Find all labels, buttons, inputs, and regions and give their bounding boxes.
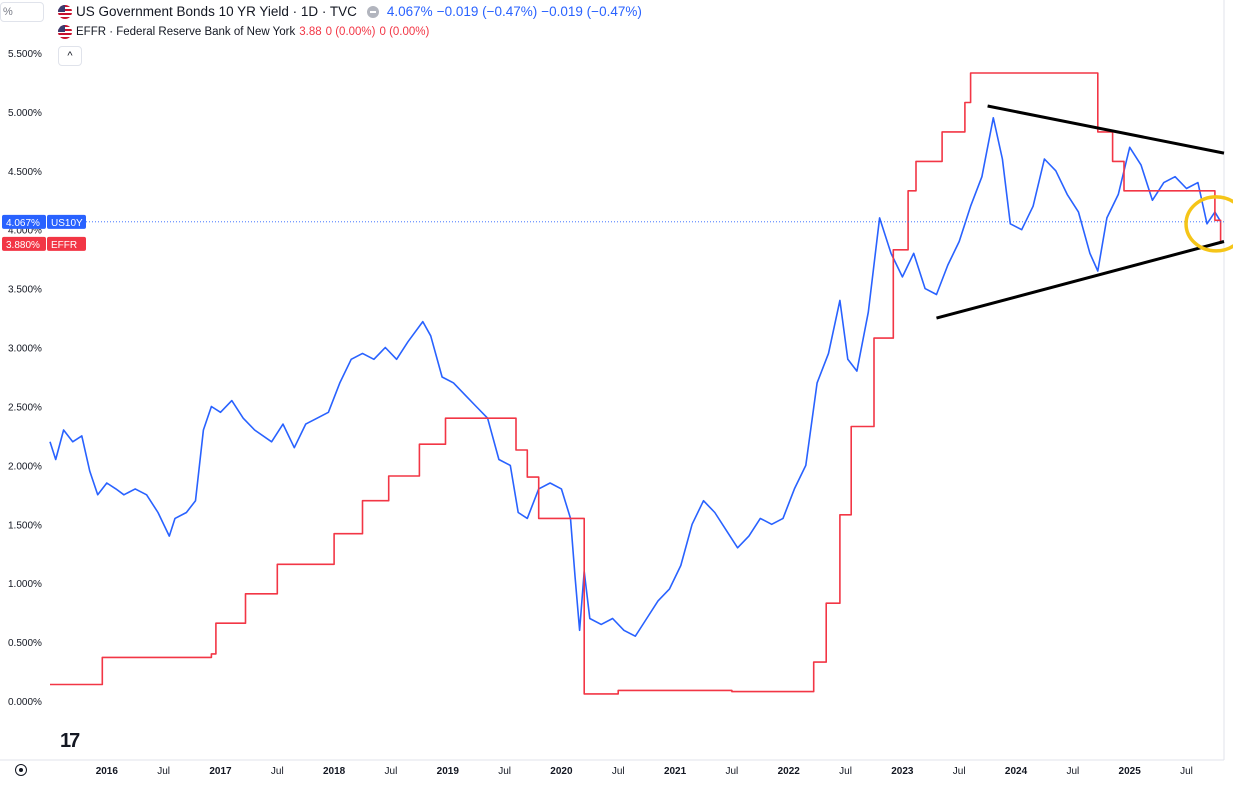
y-tick-label: 3.000% [8, 344, 42, 355]
upper-trendline[interactable] [987, 104, 1225, 155]
legend-us10y-title: US Government Bonds 10 YR Yield · 1D · T… [76, 4, 357, 19]
last-value-label: 3.880% [6, 240, 40, 251]
y-tick-label: 2.500% [8, 402, 42, 413]
y-tick-label: 1.500% [8, 520, 42, 531]
x-tick-label: Jul [612, 766, 625, 777]
price-axis[interactable]: 5.500% 5.000% 4.500% 4.000% 3.500% 3.000% 2.50… [8, 49, 42, 708]
y-tick-label: 5.500% [8, 49, 42, 60]
tradingview-logo[interactable]: 17 [60, 730, 80, 752]
series-layer [49, 72, 1224, 695]
collapse-legend-button[interactable]: ^ [58, 46, 82, 66]
time-axis[interactable]: 2016 Jul 2017 Jul 2018 Jul 2019 Jul 2020 Jul 2021 J… [96, 766, 1193, 777]
y-tick-label: 0.000% [8, 697, 42, 708]
x-tick-label: Jul [839, 766, 852, 777]
legend-effr-value: 3.88 [299, 26, 322, 38]
legend-row-us10y[interactable]: US Government Bonds 10 YR Yield · 1D · T… [58, 4, 642, 19]
y-tick-label: 4.000% [8, 226, 42, 237]
lower-trendline[interactable] [936, 240, 1225, 320]
x-tick-label: 2023 [891, 766, 914, 777]
series-name-label: EFFR [51, 240, 77, 251]
y-tick-label: 2.000% [8, 461, 42, 472]
chevron-up-icon: ^ [67, 50, 73, 62]
legend-effr-change: 0 (0.00%) [325, 26, 376, 38]
last-value-badge [2, 214, 46, 229]
series-line-effr[interactable] [50, 72, 1222, 695]
series-name-badge [47, 236, 86, 251]
legend-row-effr[interactable]: EFFR · Federal Reserve Bank of New York … [58, 25, 429, 39]
us-flag-icon [58, 4, 72, 19]
x-tick-label: Jul [1066, 766, 1079, 777]
x-tick-label: Jul [498, 766, 511, 777]
y-tick-label: 0.500% [8, 638, 42, 649]
series-line-us10y[interactable] [49, 117, 1222, 637]
chart-legend: % US Government Bonds 10 YR Yield · 1D ·… [0, 0, 1233, 70]
legend-effr-change-2: 0 (0.00%) [379, 26, 430, 38]
x-tick-label: 2019 [437, 766, 460, 777]
us-flag-icon [58, 25, 72, 39]
x-tick-label: 2024 [1005, 766, 1028, 777]
y-tick-label: 5.000% [8, 108, 42, 119]
annotation-layer [936, 104, 1233, 320]
y-tick-label: 1.000% [8, 579, 42, 590]
scale-mode-button[interactable]: % [0, 2, 44, 22]
y-tick-label: 3.500% [8, 285, 42, 296]
x-tick-label: Jul [271, 766, 284, 777]
legend-us10y-value: 4.067% [386, 4, 433, 19]
x-tick-label: Jul [1180, 766, 1193, 777]
x-tick-label: Jul [385, 766, 398, 777]
x-tick-label: 2022 [778, 766, 801, 777]
x-tick-label: 2020 [550, 766, 573, 777]
x-tick-label: 2018 [323, 766, 346, 777]
settings-icon[interactable] [15, 764, 27, 776]
legend-effr-title: EFFR · Federal Reserve Bank of New York [76, 26, 296, 38]
scale-mode-label: % [3, 6, 13, 18]
legend-us10y-change-2: −0.019 (−0.47%) [541, 4, 642, 19]
x-tick-label: Jul [157, 766, 170, 777]
x-tick-label: 2021 [664, 766, 687, 777]
y-tick-label: 4.500% [8, 167, 42, 178]
last-value-badge [2, 236, 46, 251]
series-name-label: US10Y [51, 218, 83, 229]
x-tick-label: Jul [725, 766, 738, 777]
x-tick-label: 2025 [1119, 766, 1142, 777]
x-tick-label: 2016 [96, 766, 119, 777]
series-name-badge [47, 214, 86, 229]
x-tick-label: Jul [953, 766, 966, 777]
last-value-label: 4.067% [6, 218, 40, 229]
legend-us10y-change: −0.019 (−0.47%) [436, 4, 538, 19]
hide-series-icon[interactable] [366, 5, 379, 18]
last-value-badges: 4.067% US10Y 3.880% EFFR [2, 214, 86, 251]
x-tick-label: 2017 [209, 766, 232, 777]
highlight-circle[interactable] [1184, 195, 1233, 253]
